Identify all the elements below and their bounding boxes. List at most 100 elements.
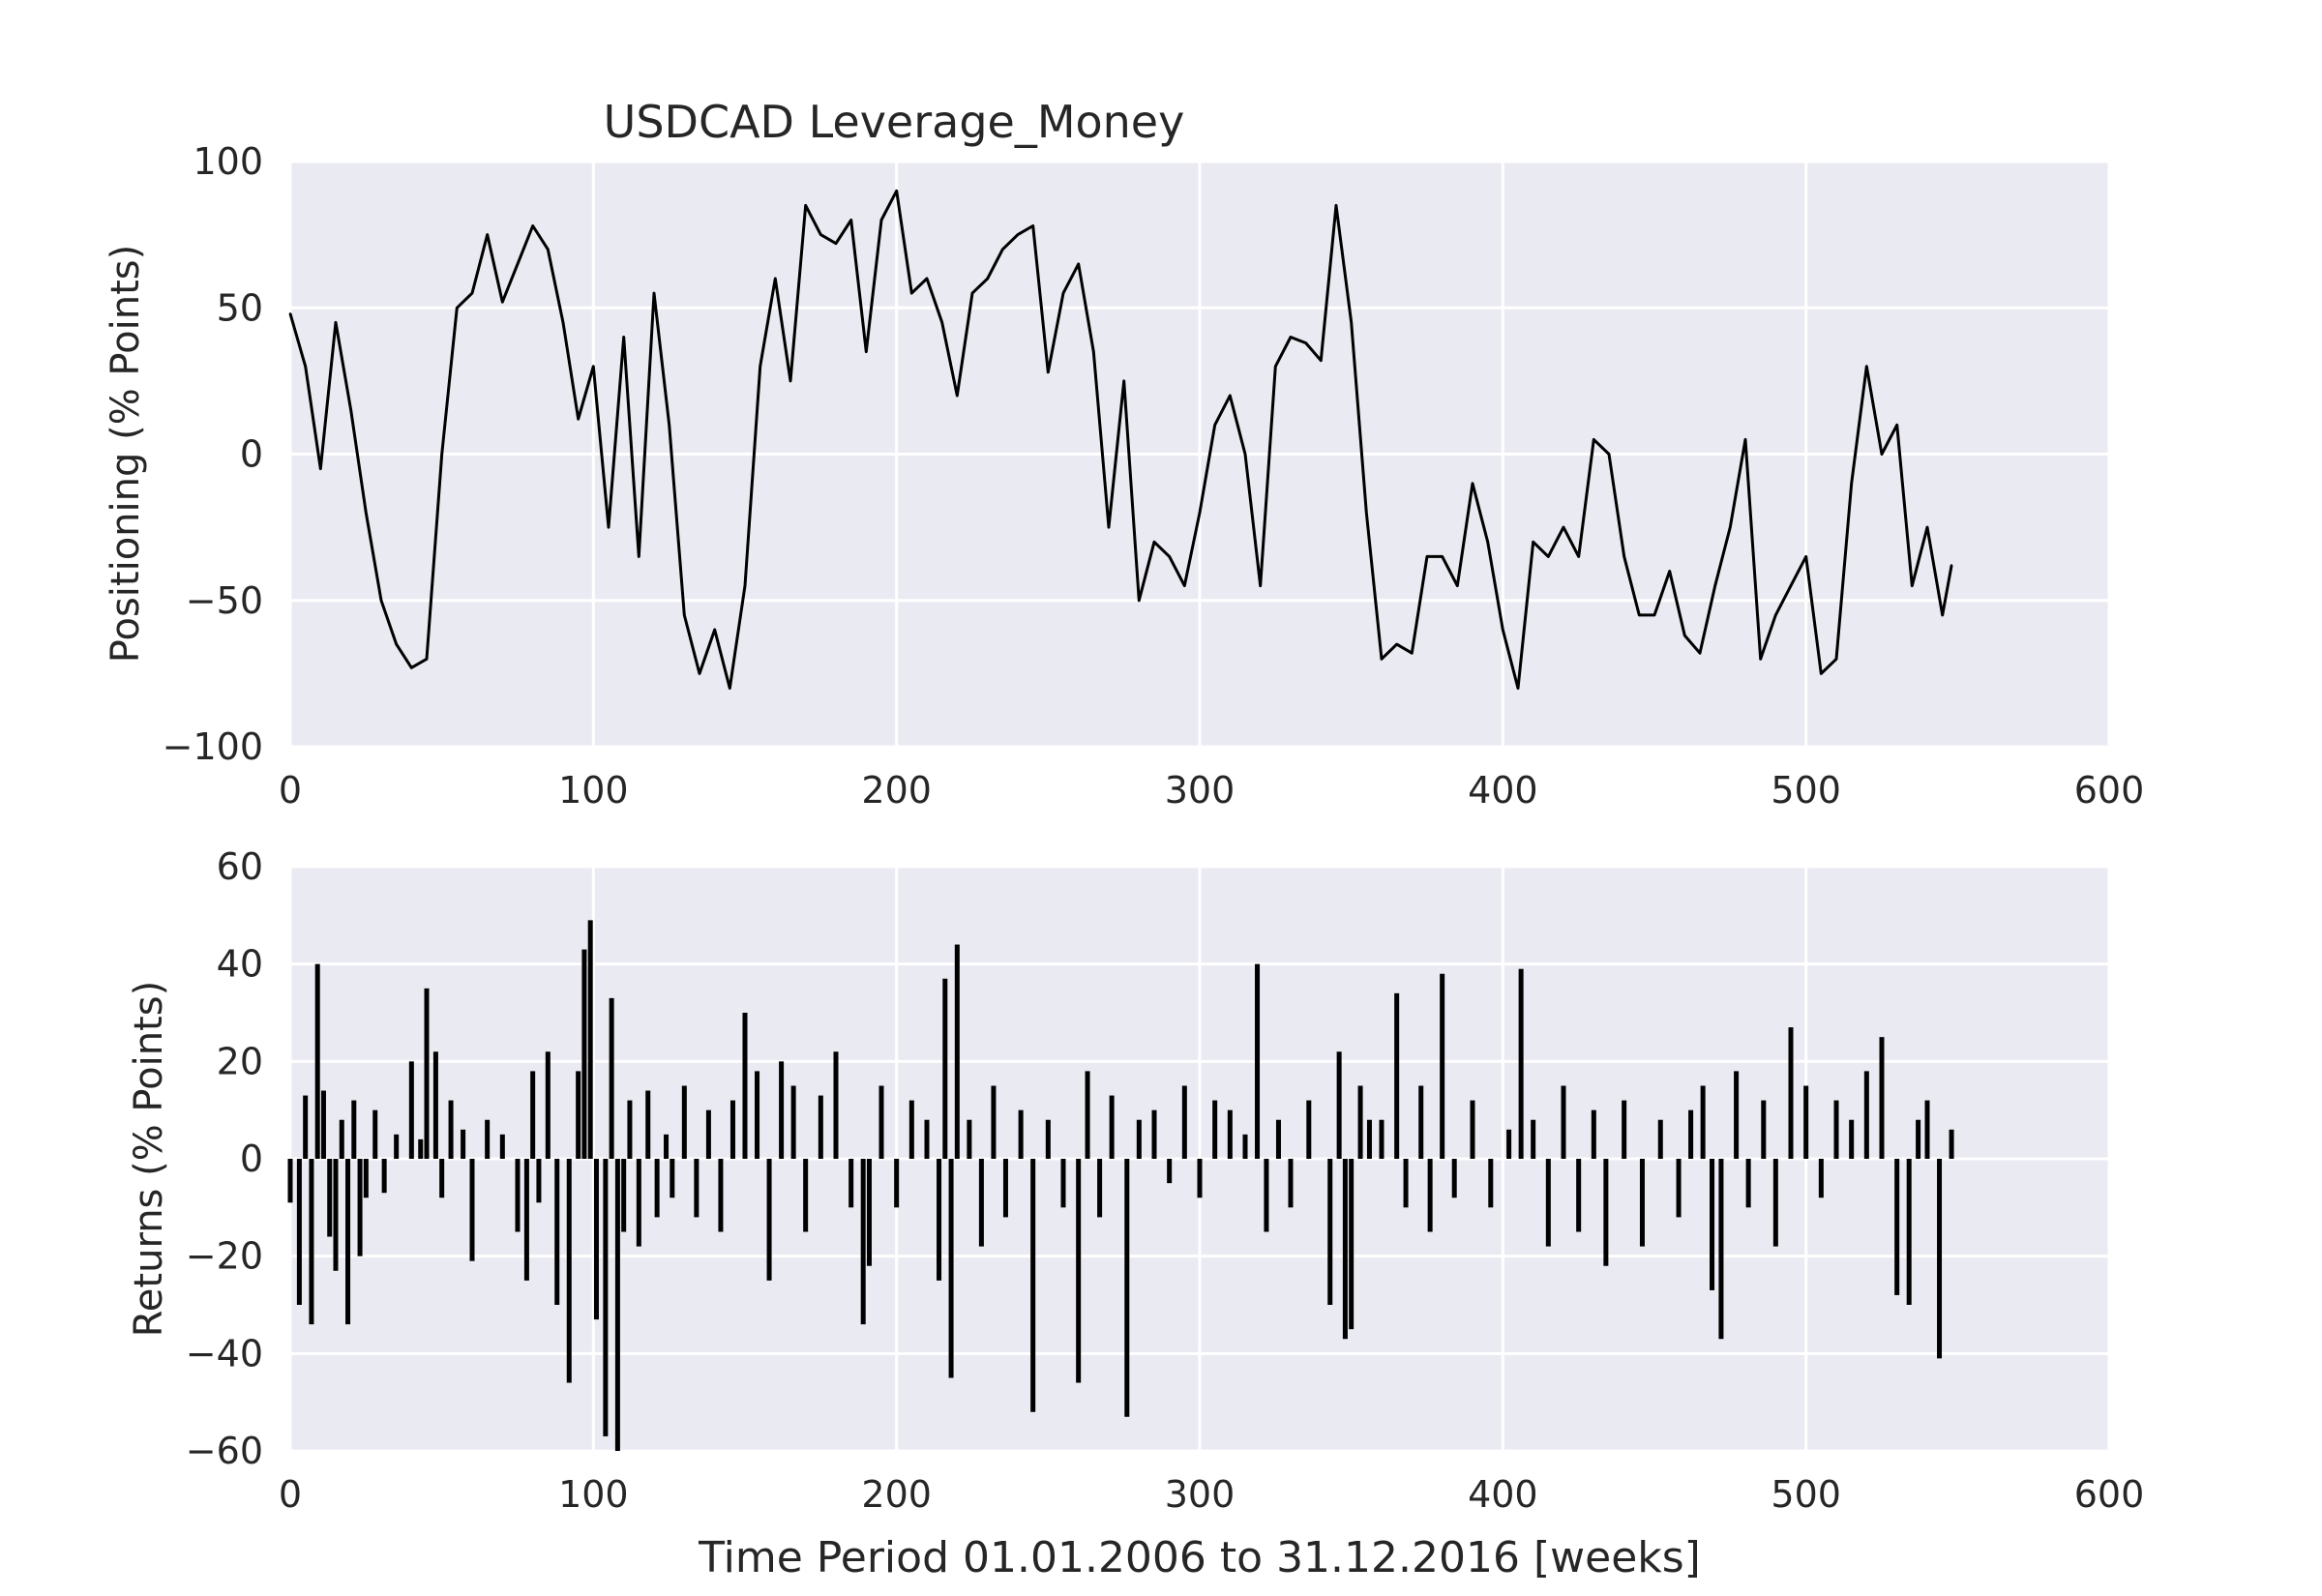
returns-bar bbox=[681, 1085, 687, 1159]
returns-bar bbox=[1772, 1159, 1778, 1247]
returns-x-tick-label: 600 bbox=[2074, 1473, 2145, 1516]
returns-bar bbox=[432, 1051, 438, 1159]
returns-bar bbox=[372, 1109, 378, 1159]
returns-bar bbox=[566, 1159, 572, 1383]
positioning-data-point bbox=[1698, 652, 1702, 655]
returns-y-tick-label: −20 bbox=[186, 1235, 263, 1278]
positioning-data-point bbox=[1304, 341, 1307, 344]
returns-bar bbox=[1060, 1159, 1066, 1208]
positioning-y-tick-label: −100 bbox=[163, 725, 263, 768]
positioning-data-point bbox=[1107, 525, 1111, 529]
returns-bar bbox=[1124, 1159, 1130, 1417]
returns-bar bbox=[1622, 1100, 1627, 1159]
positioning-data-point bbox=[1183, 584, 1186, 587]
returns-bar bbox=[1357, 1085, 1363, 1159]
positioning-data-point bbox=[1229, 394, 1232, 398]
returns-bar bbox=[948, 1159, 954, 1378]
positioning-data-point bbox=[516, 262, 520, 266]
positioning-data-point bbox=[1213, 424, 1216, 427]
positioning-data-point bbox=[319, 467, 322, 470]
returns-bar bbox=[1803, 1085, 1809, 1159]
positioning-data-point bbox=[561, 321, 565, 324]
positioning-data-point bbox=[804, 204, 807, 207]
returns-bar bbox=[603, 1159, 609, 1436]
positioning-data-point bbox=[1016, 233, 1020, 236]
returns-bar bbox=[296, 1159, 302, 1305]
returns-x-tick-labels: 0 100 200 300 400 500 600 bbox=[279, 1473, 2144, 1516]
positioning-data-point bbox=[1243, 453, 1247, 456]
returns-bar bbox=[1924, 1100, 1930, 1159]
returns-bar bbox=[1576, 1159, 1582, 1232]
returns-bar bbox=[705, 1109, 711, 1159]
positioning-data-point bbox=[1334, 204, 1338, 207]
positioning-data-point bbox=[1092, 350, 1095, 353]
positioning-data-point bbox=[1441, 555, 1444, 558]
returns-bar bbox=[1863, 1071, 1869, 1159]
positioning-data-point bbox=[1471, 482, 1474, 485]
returns-y-tick-label: 40 bbox=[217, 943, 263, 986]
returns-bar bbox=[1427, 1159, 1433, 1232]
returns-bar bbox=[878, 1085, 884, 1159]
returns-bar bbox=[351, 1100, 357, 1159]
positioning-data-point bbox=[638, 555, 640, 558]
positioning-data-point bbox=[1820, 672, 1823, 675]
returns-bar bbox=[1045, 1119, 1051, 1159]
returns-bar bbox=[967, 1119, 972, 1159]
positioning-data-point bbox=[1516, 687, 1520, 690]
positioning-data-point bbox=[1031, 224, 1034, 227]
returns-bar bbox=[1394, 992, 1400, 1159]
positioning-data-point bbox=[440, 453, 443, 456]
positioning-data-point bbox=[531, 224, 534, 227]
positioning-data-point bbox=[1895, 424, 1898, 427]
returns-bar bbox=[694, 1159, 700, 1218]
positioning-data-point bbox=[895, 190, 898, 192]
positioning-x-tick-label: 400 bbox=[1468, 769, 1538, 812]
positioning-data-point bbox=[652, 291, 656, 295]
returns-bar bbox=[1327, 1159, 1333, 1305]
returns-bar bbox=[790, 1085, 796, 1159]
positioning-data-point bbox=[729, 687, 731, 690]
returns-bar bbox=[1700, 1085, 1706, 1159]
positioning-y-axis-label: Positioning (% Points) bbox=[104, 245, 148, 663]
returns-bar bbox=[942, 978, 948, 1159]
positioning-y-tick-label: 50 bbox=[217, 286, 263, 329]
positioning-x-tick-label: 0 bbox=[279, 769, 302, 812]
returns-bar bbox=[1470, 1100, 1475, 1159]
positioning-data-point bbox=[1789, 584, 1793, 587]
positioning-data-point bbox=[470, 291, 474, 295]
positioning-data-point bbox=[1668, 570, 1671, 573]
returns-bar bbox=[627, 1100, 633, 1159]
returns-bar bbox=[381, 1159, 387, 1194]
returns-bar bbox=[424, 988, 430, 1159]
returns-bar bbox=[818, 1095, 823, 1159]
returns-bar bbox=[894, 1159, 900, 1208]
returns-bar bbox=[1349, 1159, 1354, 1330]
positioning-data-point bbox=[607, 525, 610, 529]
positioning-data-point bbox=[425, 658, 429, 661]
positioning-data-point bbox=[1198, 511, 1202, 515]
positioning-data-point bbox=[1456, 584, 1459, 587]
returns-bar bbox=[1167, 1159, 1173, 1184]
returns-y-tick-label: 20 bbox=[217, 1040, 263, 1082]
returns-bar bbox=[523, 1159, 529, 1281]
positioning-data-point bbox=[1274, 365, 1277, 368]
positioning-y-tick-labels: −100 −50 0 50 100 bbox=[163, 140, 263, 768]
positioning-data-point bbox=[1320, 359, 1323, 362]
positioning-data-point bbox=[1759, 658, 1762, 661]
positioning-data-point bbox=[1652, 613, 1656, 617]
positioning-data-point bbox=[365, 511, 368, 515]
returns-bar bbox=[1849, 1119, 1855, 1159]
positioning-data-point bbox=[1380, 658, 1384, 661]
returns-bar bbox=[1718, 1159, 1724, 1340]
positioning-data-point bbox=[1911, 584, 1914, 587]
positioning-data-point bbox=[1350, 321, 1353, 324]
positioning-data-point bbox=[940, 321, 943, 324]
positioning-data-point bbox=[1486, 541, 1489, 544]
positioning-data-point bbox=[1152, 541, 1156, 544]
positioning-data-point bbox=[698, 672, 701, 675]
chart-title: USDCAD Leverage_Money bbox=[604, 96, 1185, 148]
returns-bar bbox=[1275, 1119, 1281, 1159]
returns-x-tick-label: 0 bbox=[279, 1473, 302, 1516]
positioning-data-point bbox=[622, 336, 625, 339]
